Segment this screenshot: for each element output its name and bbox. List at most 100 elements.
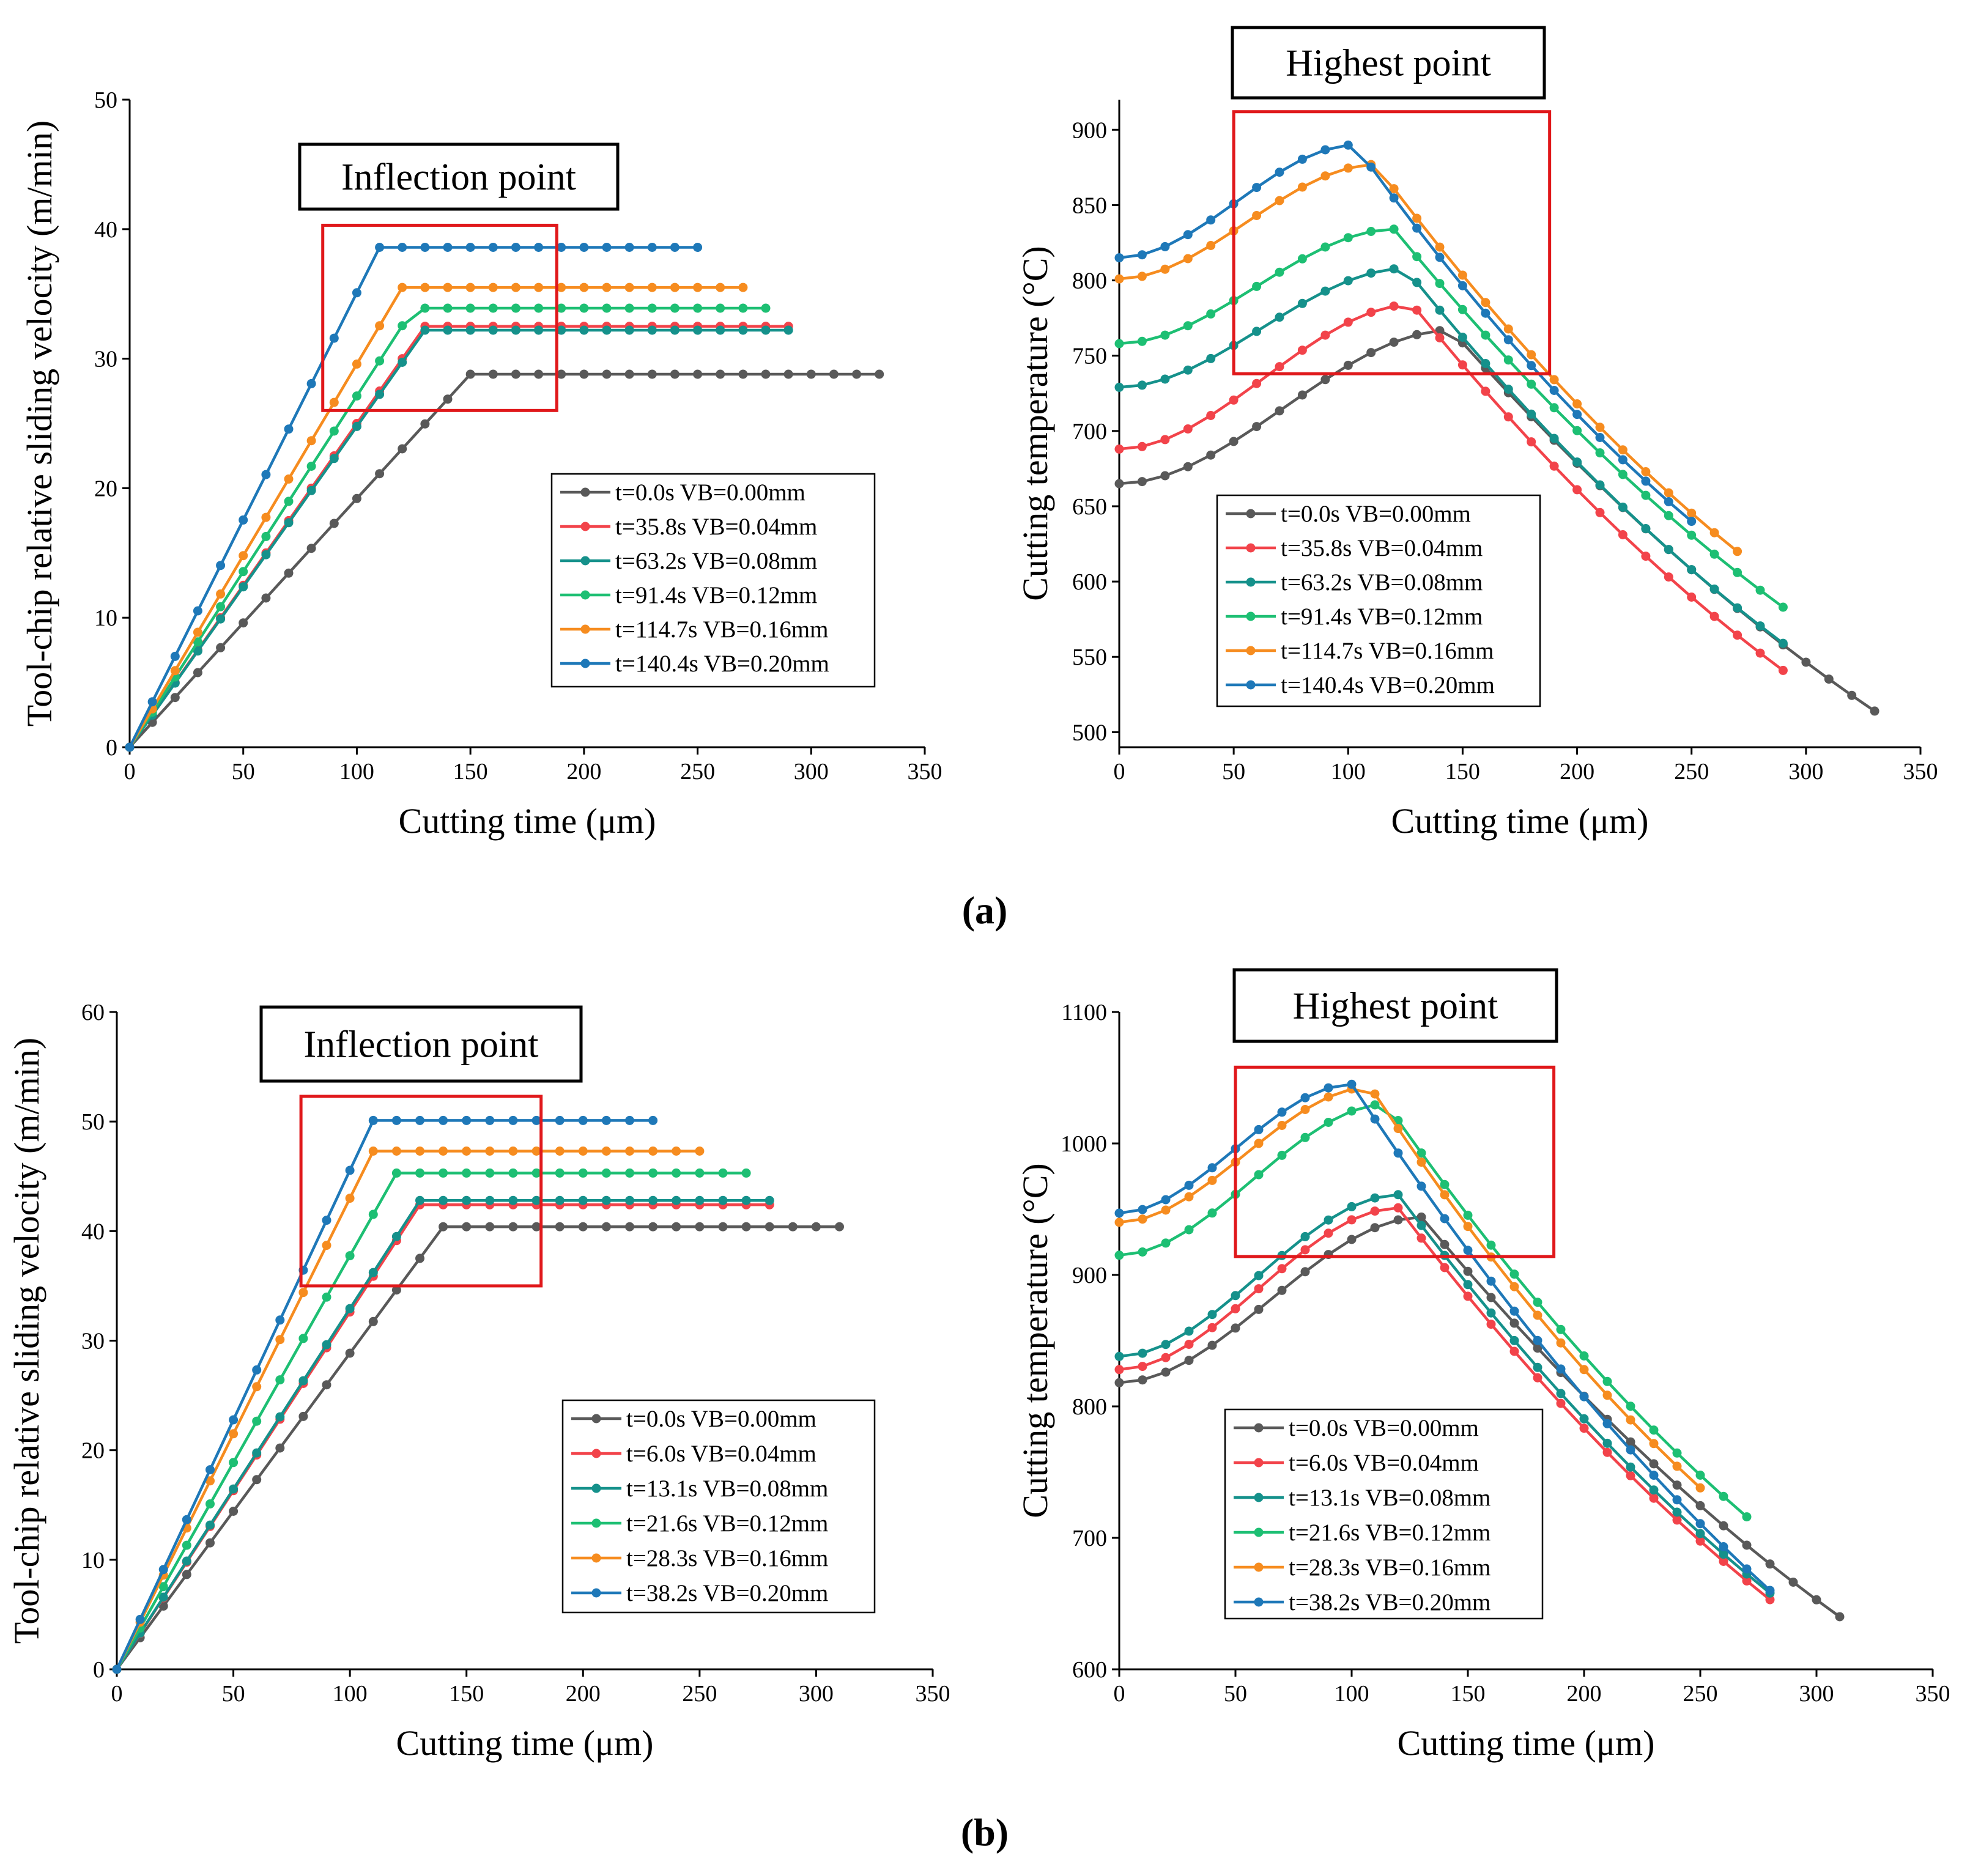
x-tick-label: 50 xyxy=(232,759,255,785)
data-point xyxy=(1649,1485,1659,1495)
data-point xyxy=(1207,1175,1217,1185)
data-point xyxy=(1847,690,1857,700)
data-point xyxy=(1719,1521,1728,1531)
data-point xyxy=(284,474,294,484)
annotation-label: Inflection point xyxy=(304,1024,539,1066)
data-point xyxy=(1641,552,1651,561)
data-point xyxy=(1733,547,1742,556)
data-point xyxy=(1370,1089,1380,1099)
data-point xyxy=(1435,253,1445,262)
data-point xyxy=(1297,182,1307,192)
data-point xyxy=(439,1222,448,1232)
data-point xyxy=(695,1168,705,1178)
data-point xyxy=(345,1304,355,1313)
data-point xyxy=(147,697,157,707)
data-point xyxy=(1184,1340,1194,1349)
data-point xyxy=(1300,1093,1310,1102)
y-tick-label: 800 xyxy=(1072,268,1107,294)
y-tick-label: 1100 xyxy=(1061,1000,1107,1025)
data-point xyxy=(1114,1250,1124,1260)
data-point xyxy=(508,1195,518,1205)
data-point xyxy=(601,1195,611,1205)
data-point xyxy=(420,325,430,335)
data-point xyxy=(1695,1471,1705,1480)
data-point xyxy=(345,1251,355,1261)
data-point xyxy=(578,1222,588,1232)
data-point xyxy=(557,369,566,379)
legend-entry: t=21.6s VB=0.12mm xyxy=(1289,1520,1490,1546)
x-tick-label: 50 xyxy=(1224,1681,1247,1707)
data-point xyxy=(485,1147,495,1156)
data-point xyxy=(1579,1351,1589,1361)
data-point xyxy=(261,550,271,559)
data-point xyxy=(1138,1362,1147,1372)
data-point xyxy=(443,325,453,335)
data-point xyxy=(1183,365,1193,375)
data-point xyxy=(648,1147,658,1156)
data-point xyxy=(415,1195,424,1205)
data-point xyxy=(835,1222,844,1232)
data-point xyxy=(352,288,361,298)
data-point xyxy=(511,243,520,252)
data-point xyxy=(306,462,316,471)
data-point xyxy=(1486,1308,1496,1318)
data-point xyxy=(391,1232,401,1241)
data-point xyxy=(1184,1356,1194,1365)
data-point xyxy=(578,1115,588,1125)
data-point xyxy=(1343,233,1353,243)
data-point xyxy=(625,1115,634,1125)
data-point xyxy=(1275,362,1284,372)
data-point xyxy=(1435,333,1445,342)
data-point xyxy=(1324,1092,1333,1102)
data-point xyxy=(170,651,180,661)
data-point xyxy=(368,1209,378,1219)
data-point xyxy=(465,283,475,292)
data-point xyxy=(1160,435,1170,445)
data-point xyxy=(1393,1215,1403,1225)
data-point xyxy=(672,1222,681,1232)
data-point xyxy=(1277,1121,1287,1130)
legend-marker xyxy=(580,590,590,600)
data-point xyxy=(284,424,294,434)
legend-marker xyxy=(1246,543,1256,553)
data-point xyxy=(1160,264,1170,274)
annotation-label: Highest point xyxy=(1286,43,1491,84)
data-point xyxy=(488,369,498,379)
data-point xyxy=(624,325,634,335)
data-point xyxy=(695,1195,705,1205)
legend-box xyxy=(1216,494,1541,707)
data-point xyxy=(1503,355,1513,365)
data-point xyxy=(284,497,294,506)
x-tick-label: 100 xyxy=(333,1681,368,1707)
series-line xyxy=(116,1172,747,1671)
data-point xyxy=(625,1195,634,1205)
series-line xyxy=(1119,1087,1702,1489)
legend-marker xyxy=(580,624,590,634)
data-point xyxy=(1672,1515,1682,1525)
data-point xyxy=(1347,1235,1357,1244)
y-tick-label: 10 xyxy=(94,605,117,631)
data-point xyxy=(1812,1595,1821,1605)
data-point xyxy=(1300,1267,1310,1277)
y-tick-label: 700 xyxy=(1072,1526,1107,1551)
data-point xyxy=(534,325,544,335)
data-point xyxy=(284,518,294,528)
data-point xyxy=(1481,330,1490,340)
data-point xyxy=(1672,1448,1682,1458)
legend-marker xyxy=(591,1414,601,1424)
data-point xyxy=(391,1168,401,1178)
data-point xyxy=(670,369,680,379)
x-tick-label: 300 xyxy=(1788,759,1823,785)
data-point xyxy=(1870,706,1879,716)
data-point xyxy=(206,1538,215,1548)
data-point xyxy=(1138,1348,1147,1358)
data-point xyxy=(1138,1375,1147,1385)
y-tick-label: 800 xyxy=(1072,1394,1107,1420)
data-point xyxy=(1137,441,1147,451)
data-point xyxy=(579,369,589,379)
data-point xyxy=(1366,348,1376,358)
data-point xyxy=(1206,215,1216,225)
data-point xyxy=(531,1147,541,1156)
y-tick-label: 700 xyxy=(1072,419,1107,445)
data-point xyxy=(672,1147,681,1156)
